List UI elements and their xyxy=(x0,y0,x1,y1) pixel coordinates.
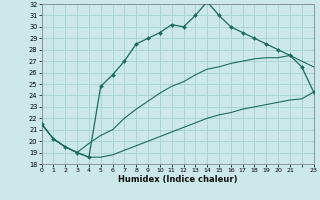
X-axis label: Humidex (Indice chaleur): Humidex (Indice chaleur) xyxy=(118,175,237,184)
